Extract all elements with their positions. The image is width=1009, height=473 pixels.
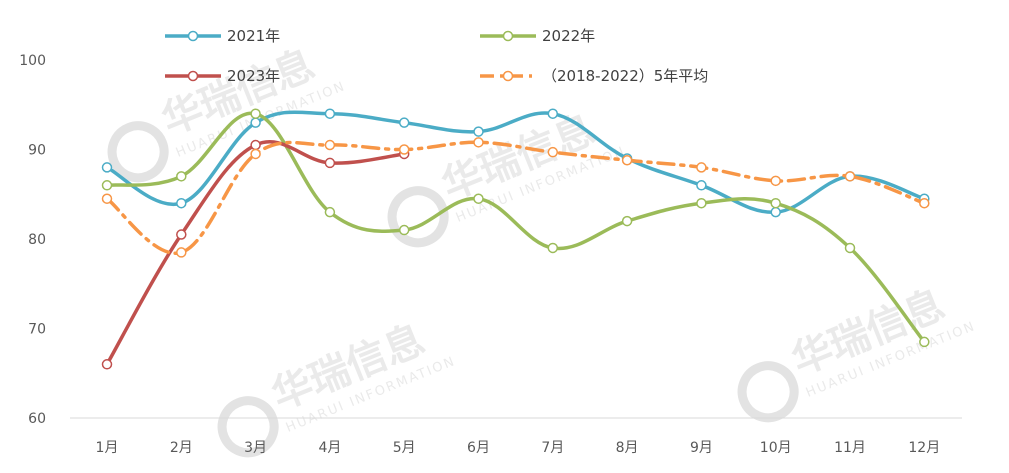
data-point [473, 193, 484, 204]
x-tick-label: 3月 [244, 440, 267, 456]
data-point [250, 108, 261, 119]
x-tick-label: 9月 [690, 440, 713, 456]
data-point [473, 137, 484, 148]
data-point [844, 171, 856, 182]
y-tick-label: 100 [19, 53, 46, 69]
data-point [250, 139, 261, 151]
legend: 2021年 2022年 2023年 （2018-2022）5年平均 [165, 27, 708, 85]
data-point [547, 108, 559, 119]
x-tick-label: 6月 [467, 440, 490, 456]
data-point [398, 117, 410, 128]
series-line [105, 140, 927, 255]
watermark-logo-icon [737, 361, 799, 423]
x-tick-label: 7月 [541, 440, 564, 456]
legend-label: （2018-2022）5年平均 [542, 67, 708, 85]
x-tick-label: 12月 [908, 440, 940, 456]
y-axis-ticks: 60 70 80 90 100 [19, 53, 46, 427]
watermark-logo-icon [217, 396, 279, 458]
data-point [919, 336, 930, 348]
legend-marker [502, 30, 514, 42]
x-axis-ticks: 1月 2月 3月 4月 5月 6月 7月 8月 9月 10月 11月 12月 [96, 440, 941, 456]
data-point [919, 197, 930, 209]
data-point [770, 197, 781, 209]
data-point [844, 242, 856, 254]
watermark-logo-icon [107, 121, 169, 183]
data-point [621, 215, 633, 227]
x-tick-label: 1月 [96, 440, 119, 456]
data-point [696, 180, 707, 191]
data-point [176, 229, 187, 240]
x-tick-label: 4月 [318, 440, 341, 456]
legend-label: 2021年 [227, 27, 280, 45]
data-point [101, 162, 113, 173]
x-tick-label: 2月 [170, 440, 193, 456]
legend-marker [187, 70, 199, 82]
data-point [324, 206, 336, 218]
data-point [398, 224, 410, 236]
y-tick-label: 90 [28, 143, 46, 159]
data-point [176, 197, 187, 209]
data-point [101, 359, 113, 370]
data-point [324, 139, 336, 151]
legend-item-1: 2021年 [165, 27, 280, 45]
legend-item-2: 2022年 [480, 27, 595, 45]
data-point [398, 144, 410, 155]
series-layer [101, 108, 930, 370]
x-tick-label: 10月 [760, 440, 792, 456]
y-tick-label: 60 [28, 411, 46, 427]
data-point [324, 108, 336, 119]
data-point [101, 193, 113, 204]
legend-label: 2023年 [227, 67, 280, 85]
data-point [770, 206, 781, 218]
watermark-logo-icon [387, 186, 449, 248]
x-tick-label: 5月 [393, 440, 416, 456]
data-point [696, 197, 707, 209]
data-point [621, 154, 633, 166]
data-point [176, 171, 187, 182]
data-point [250, 148, 261, 160]
data-point [547, 146, 559, 158]
legend-marker [187, 30, 199, 42]
x-tick-label: 8月 [616, 440, 639, 456]
series-2 [101, 108, 930, 348]
x-tick-label: 11月 [834, 440, 866, 456]
data-point [696, 162, 707, 173]
legend-label: 2022年 [542, 27, 595, 45]
series-4 [101, 137, 930, 258]
legend-item-4: （2018-2022）5年平均 [480, 67, 708, 85]
legend-marker [502, 70, 514, 82]
data-point [770, 175, 781, 187]
series-line [105, 110, 927, 214]
legend-item-3: 2023年 [165, 67, 280, 85]
series-line [105, 140, 406, 367]
data-point [176, 247, 187, 258]
data-point [250, 117, 261, 128]
data-point [473, 126, 484, 137]
data-point [324, 157, 336, 169]
y-tick-label: 70 [28, 322, 46, 338]
y-tick-label: 80 [28, 232, 46, 248]
data-point [547, 242, 559, 254]
data-point [101, 180, 113, 191]
